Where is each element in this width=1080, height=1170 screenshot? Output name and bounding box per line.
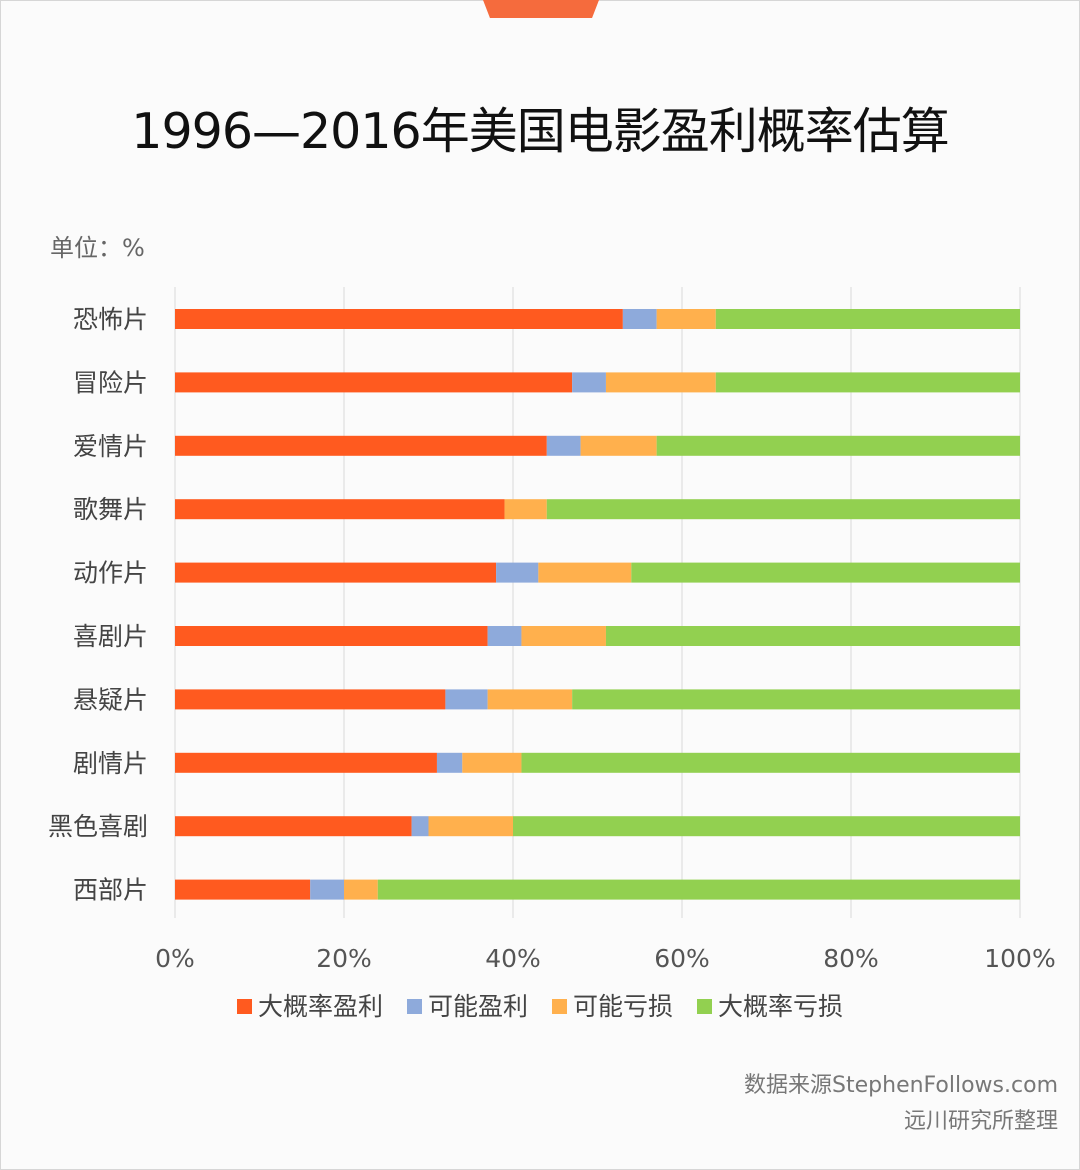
bar-segment: [715, 372, 1020, 393]
legend-label: 可能盈利: [427, 992, 528, 1021]
bar-segment: [631, 562, 1020, 583]
x-tick-label: 100%: [984, 944, 1055, 973]
bars: [175, 309, 1020, 900]
legend-label: 大概率亏损: [718, 992, 844, 1021]
bar-segment: [521, 752, 1020, 773]
bar-segment: [513, 816, 1020, 837]
category-label: 西部片: [73, 876, 148, 905]
unit-label: 单位：%: [50, 234, 145, 262]
legend-item: 可能亏损: [552, 987, 673, 1023]
category-label: 剧情片: [73, 749, 148, 778]
bar-segment: [411, 816, 429, 837]
bar-segment: [175, 879, 311, 900]
bar-segment: [572, 689, 1020, 710]
bar-segment: [487, 626, 522, 646]
legend-item: 大概率亏损: [697, 987, 843, 1023]
bar-segment: [605, 626, 1020, 646]
bar-segment: [487, 689, 573, 710]
category-label: 动作片: [73, 559, 148, 588]
bar-segment: [521, 626, 606, 646]
category-label: 歌舞片: [73, 495, 148, 524]
bar-segment: [504, 499, 547, 520]
x-tick-label: 40%: [485, 944, 541, 973]
legend-swatch: [697, 998, 713, 1014]
legend-swatch: [552, 998, 567, 1014]
bar-segment: [175, 562, 497, 583]
top-accent-tab: [483, 0, 599, 18]
bar-segment: [538, 562, 632, 583]
legend: 大概率盈利 可能盈利 可能亏损 大概率亏损: [0, 987, 1080, 1023]
source-text: 数据来源StephenFollows.com: [744, 1073, 1058, 1098]
category-label: 爱情片: [73, 432, 148, 461]
bar-segment: [622, 309, 657, 329]
bar-segment: [175, 372, 573, 393]
legend-label: 大概率盈利: [257, 992, 383, 1021]
bar-segment: [175, 499, 505, 520]
bar-segment: [175, 752, 437, 773]
bar-segment: [580, 435, 657, 456]
x-tick-label: 0%: [155, 944, 195, 973]
bar-segment: [436, 752, 463, 773]
category-label: 黑色喜剧: [48, 812, 148, 841]
bar-segment: [377, 879, 1020, 900]
compiled-by-text: 远川研究所整理: [903, 1109, 1058, 1134]
bar-segment: [175, 626, 488, 646]
legend-label: 可能亏损: [573, 992, 674, 1021]
category-label: 冒险片: [73, 368, 148, 397]
bar-segment: [175, 689, 446, 710]
bar-segment: [656, 309, 716, 329]
bar-segment: [175, 309, 623, 329]
legend-item: 可能盈利: [406, 987, 528, 1023]
bar-segment: [546, 499, 1020, 520]
x-tick-label: 20%: [316, 944, 372, 973]
category-label: 恐怖片: [73, 305, 148, 334]
bar-segment: [572, 372, 606, 393]
x-tick-label: 80%: [823, 944, 879, 973]
legend-item: 大概率盈利: [236, 987, 383, 1023]
bar-segment: [605, 372, 716, 393]
bar-segment: [462, 752, 522, 773]
bar-segment: [175, 435, 547, 456]
bar-segment: [310, 879, 344, 900]
bar-segment: [656, 435, 1020, 456]
legend-swatch: [406, 998, 422, 1014]
bar-segment: [496, 562, 539, 583]
bar-segment: [344, 879, 378, 900]
bar-segment: [428, 816, 513, 837]
x-axis-ticks: 0% 20% 40% 60% 80% 100%: [155, 944, 1056, 973]
source-note: 数据来源StephenFollows.com 远川研究所整理: [744, 1068, 1058, 1140]
bar-segment: [546, 435, 581, 456]
bar-segment: [445, 689, 488, 710]
legend-swatch: [236, 998, 252, 1014]
chart-title: 1996—2016年美国电影盈利概率估算: [131, 103, 949, 160]
bar-segment: [175, 816, 412, 837]
category-label: 悬疑片: [73, 685, 148, 714]
category-label: 喜剧片: [73, 622, 148, 651]
x-tick-label: 60%: [654, 944, 710, 973]
bar-segment: [715, 309, 1020, 329]
